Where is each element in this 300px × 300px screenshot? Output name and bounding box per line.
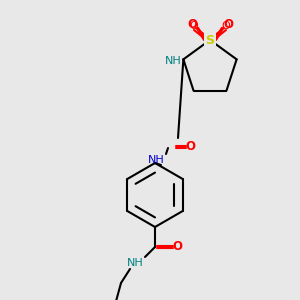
Text: O: O — [223, 17, 233, 31]
Text: O: O — [172, 241, 182, 254]
Text: NH: NH — [148, 155, 164, 165]
Text: O: O — [185, 140, 195, 152]
Text: O: O — [187, 17, 197, 31]
Text: S: S — [206, 34, 214, 46]
Text: NH: NH — [165, 56, 182, 66]
Text: O: O — [222, 21, 230, 31]
Text: O: O — [190, 21, 198, 31]
Text: NH: NH — [127, 258, 143, 268]
